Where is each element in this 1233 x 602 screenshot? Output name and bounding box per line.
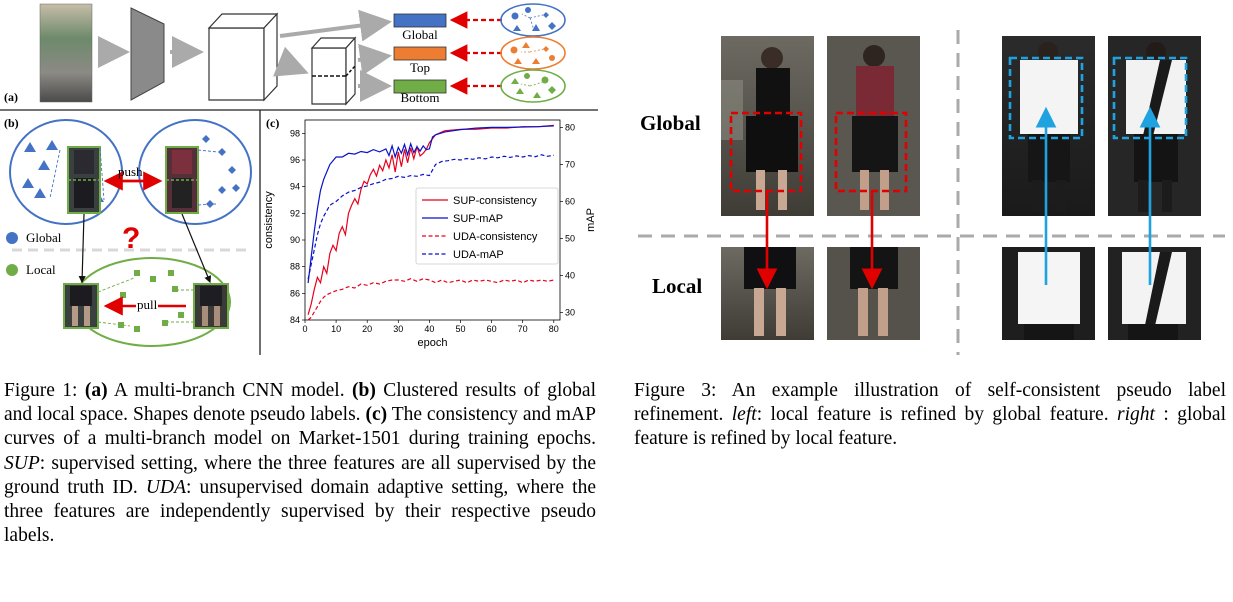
- left-local-image-1: [721, 247, 814, 340]
- legend-entry: UDA-consistency: [453, 231, 538, 243]
- y-tick-label: 94: [290, 182, 300, 192]
- caption-a-tag: (a): [84, 380, 108, 401]
- caption3-lead: Figure 3: An example illustration of sel…: [634, 380, 1226, 426]
- y-tick-label: 98: [290, 128, 300, 138]
- bottom-cluster-ellipse: [500, 69, 566, 103]
- x-tick-label: 30: [393, 324, 403, 334]
- caption-sup-text: : supervised setting, where the three fe…: [4, 452, 596, 498]
- y-tick-label: 92: [290, 208, 300, 218]
- caption-uda-term: UDA: [145, 476, 186, 498]
- x-axis-label: epoch: [418, 337, 448, 349]
- caption3-left-text: : local feature is refined by global fea…: [756, 404, 1118, 426]
- global-space-left-ellipse: [9, 119, 123, 225]
- y2-axis-label: mAP: [585, 208, 597, 232]
- branch-label-top: Top: [409, 60, 431, 75]
- y2-tick-label: 70: [565, 159, 575, 169]
- figure-1-graphic: [0, 3, 598, 355]
- left-global-image-1: [721, 36, 814, 216]
- x-tick-label: 60: [487, 324, 497, 334]
- caption-b-text: Clustered results of global and local sp…: [4, 380, 596, 426]
- x-tick-label: 70: [518, 324, 528, 334]
- x-tick-label: 10: [331, 324, 341, 334]
- x-tick-label: 20: [362, 324, 372, 334]
- y-tick-label: 90: [290, 235, 300, 245]
- push-label: push: [118, 164, 143, 179]
- y-axis-label: consistency: [263, 191, 275, 249]
- y-tick-label: 96: [290, 155, 300, 165]
- global-space-right-ellipse: [138, 119, 252, 225]
- global-branch-bar: [393, 13, 447, 28]
- caption-c-tag: (c): [365, 404, 388, 426]
- y2-tick-label: 50: [565, 234, 575, 244]
- caption-b-tag: (b): [351, 380, 376, 401]
- split-cube: [310, 36, 357, 106]
- x-tick-label: 80: [549, 324, 559, 334]
- top-cluster-ellipse: [500, 36, 566, 70]
- consistency-map-chart: 0 10 20 30 40 50 60 70 80 84 86 88 90 92 94 96 98 30 40 50 6…: [263, 119, 597, 349]
- panel-a-tag: (a): [4, 90, 18, 104]
- figure-3-caption: Figure 3: An example illustration of sel…: [634, 379, 1226, 452]
- panel-c-tag: (c): [266, 116, 280, 130]
- branch-label-bottom: Bottom: [400, 90, 440, 105]
- legend-entry: SUP-mAP: [453, 213, 503, 225]
- conv-layer-shape: [130, 7, 165, 101]
- input-person-image: [39, 3, 93, 103]
- caption-c-text: The consistency and mAP curves of a mult…: [4, 404, 596, 450]
- series-line-uda-map: [307, 154, 554, 280]
- figure-3: Global Local: [620, 0, 1233, 360]
- panel-b-tag: (b): [4, 116, 19, 130]
- figure-1-caption: Figure 1: (a) A multi-branch CNN model. …: [4, 379, 596, 548]
- figure-1: (a) Global Top Bottom (b) push pull ? Gl…: [0, 0, 600, 360]
- caption3-right-term: right: [1117, 404, 1155, 426]
- row-label-local: Local: [652, 274, 703, 298]
- question-mark: ?: [122, 222, 141, 255]
- row-label-global: Global: [640, 111, 701, 135]
- left-global-image-2: [827, 36, 920, 216]
- feature-cube: [207, 12, 279, 102]
- y-tick-label: 86: [290, 288, 300, 298]
- caption-a-text: A multi-branch CNN model.: [107, 380, 352, 401]
- caption-uda-text: : unsupervised domain adaptive setting, …: [4, 476, 596, 547]
- y2-tick-label: 30: [565, 308, 575, 318]
- legend-entry: SUP-consistency: [453, 195, 537, 207]
- y-tick-label: 88: [290, 262, 300, 272]
- right-local-image-2: [1108, 247, 1201, 340]
- series-line-sup-map: [307, 125, 554, 284]
- y-tick-label: 84: [290, 315, 300, 325]
- legend-global-dot: [6, 232, 18, 244]
- caption3-left-term: left: [731, 404, 757, 426]
- plot-frame: [304, 119, 561, 321]
- left-local-image-2: [827, 247, 920, 340]
- top-branch-bar: [393, 46, 447, 61]
- figure-3-graphic: [638, 30, 1225, 355]
- series-line-uda-consistency: [307, 278, 554, 321]
- legend-local-label: Local: [26, 262, 56, 277]
- branch-label-global: Global: [402, 27, 438, 42]
- legend-local-dot: [6, 264, 18, 276]
- x-tick-label: 0: [302, 324, 307, 334]
- y2-tick-label: 80: [565, 122, 575, 132]
- chart-legend: [415, 187, 559, 265]
- x-tick-label: 40: [424, 324, 434, 334]
- right-local-image-1: [1002, 247, 1095, 340]
- caption-sup-term: SUP: [4, 452, 40, 474]
- global-cluster-ellipse: [500, 3, 566, 37]
- bottom-branch-bar: [393, 79, 447, 94]
- pull-label: pull: [136, 297, 159, 313]
- legend-entry: UDA-mAP: [453, 249, 504, 261]
- caption-lead: Figure 1:: [4, 380, 85, 401]
- x-tick-label: 50: [455, 324, 465, 334]
- y2-tick-label: 60: [565, 196, 575, 206]
- caption3-right-text: : global feature is refined by local fea…: [634, 404, 1226, 450]
- y2-tick-label: 40: [565, 271, 575, 281]
- legend-global-label: Global: [26, 230, 62, 245]
